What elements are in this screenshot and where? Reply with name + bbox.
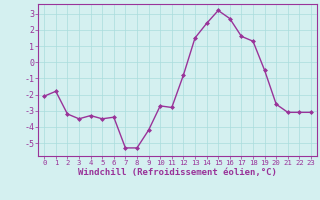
- X-axis label: Windchill (Refroidissement éolien,°C): Windchill (Refroidissement éolien,°C): [78, 168, 277, 177]
